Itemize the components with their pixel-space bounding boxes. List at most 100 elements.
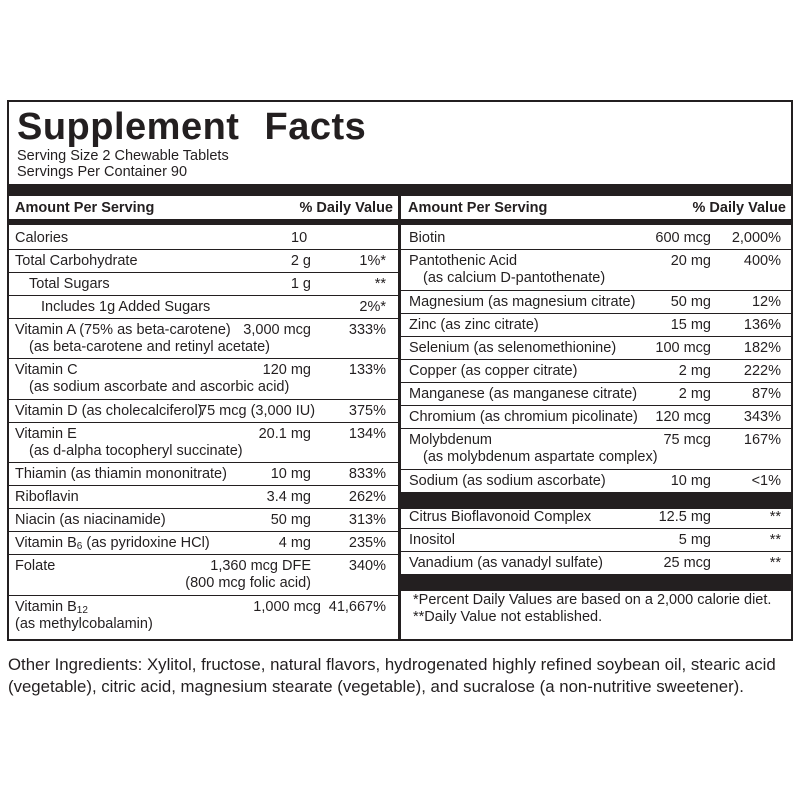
nutrient-dv: ** [769,509,781,525]
row-divider [9,531,398,532]
nutrient-amount: 25 mcg [663,555,711,571]
row-divider [9,358,398,359]
row-divider [9,462,398,463]
nutrient-dv: 262% [348,489,386,505]
nutrient-amount: 2 g [290,253,311,269]
nutrient-dv: 313% [348,512,386,528]
nutrient-source: (as methylcobalamin) [15,616,153,632]
section-bar [401,492,791,509]
nutrient-name: Vitamin D (as cholecalciferol) [15,403,203,419]
nutrient-amount: 10 mg [270,466,311,482]
nutrient-amount: 600 mcg [655,230,711,246]
top-bar [9,184,791,196]
nutrient-name: Includes 1g Added Sugars [41,299,211,315]
nutrient-name: Calories [15,230,69,246]
nutrient-name: Molybdenum [409,432,493,448]
nutrient-amount: 1,360 mcg DFE [210,558,311,574]
right-dv-header: % Daily Value [692,200,787,216]
row-divider [9,295,398,296]
right-header-rule [401,219,791,225]
nutrient-name: Chromium (as chromium picolinate) [409,409,638,425]
nutrient-amount: 2 mg [678,363,711,379]
nutrient-amount: 1 g [290,276,311,292]
nutrient-source: (as beta-carotene and retinyl acetate) [29,339,270,355]
nutrient-name: Folate [15,558,56,574]
nutrient-name: Vitamin C [15,362,78,378]
nutrient-dv: <1% [751,473,781,489]
row-divider [9,508,398,509]
nutrient-amount: 2 mg [678,386,711,402]
row-divider [401,290,791,291]
row-divider [9,422,398,423]
nutrient-name: Pantothenic Acid [409,253,518,269]
nutrient-amount: 120 mcg [655,409,711,425]
nutrient-name: Citrus Bioflavonoid Complex [409,509,592,525]
nutrient-source: (as d-alpha tocopheryl succinate) [29,443,243,459]
nutrient-dv: 2,000% [731,230,781,246]
right-amount-header: Amount Per Serving [408,200,548,216]
nutrient-dv: 340% [348,558,386,574]
nutrient-amount-detail: (800 mcg folic acid) [185,575,311,591]
nutrient-amount: 5 mg [678,532,711,548]
nutrient-amount: 20.1 mg [258,426,311,442]
nutrient-source: (as calcium D-pantothenate) [423,270,606,286]
row-divider [401,405,791,406]
servings-per-container: Servings Per Container 90 [17,164,188,180]
nutrient-name: Vitamin B12 [15,599,88,616]
nutrient-amount: 75 mcg (3,000 IU) [199,403,316,419]
nutrient-amount: 10 mg [670,473,711,489]
row-divider [401,249,791,250]
nutrient-name: Vanadium (as vanadyl sulfate) [409,555,603,571]
row-divider [401,528,791,529]
nutrient-name: Total Carbohydrate [15,253,138,269]
nutrient-dv: 41,667% [328,599,386,615]
nutrient-amount: 15 mg [670,317,711,333]
nutrient-amount: 10 [291,230,308,246]
row-divider [9,485,398,486]
row-divider [401,551,791,552]
nutrient-dv: ** [769,555,781,571]
nutrient-dv: 133% [348,362,386,378]
nutrient-dv: 375% [348,403,386,419]
row-divider [401,336,791,337]
nutrient-dv: 182% [743,340,781,356]
nutrient-name: Vitamin B6 (as pyridoxine HCl) [15,535,210,552]
nutrient-dv: 2%* [359,299,386,315]
nutrient-name: Inositol [409,532,455,548]
nutrient-name: Riboflavin [15,489,79,505]
nutrient-dv: 12% [751,294,781,310]
nutrient-amount: 3.4 mg [266,489,311,505]
nutrient-source: (as sodium ascorbate and ascorbic acid) [29,379,290,395]
nutrient-amount: 1,000 mcg [253,599,321,615]
row-divider [9,595,398,596]
nutrient-name: Total Sugars [29,276,110,292]
row-divider [401,382,791,383]
serving-size: Serving Size 2 Chewable Tablets [17,148,229,164]
row-divider [9,249,398,250]
nutrient-name: Vitamin E [15,426,77,442]
nutrient-amount: 75 mcg [663,432,711,448]
nutrient-amount: 120 mg [262,362,311,378]
nutrient-source: (as molybdenum aspartate complex) [423,449,658,465]
nutrient-dv: 833% [348,466,386,482]
nutrient-dv: 136% [743,317,781,333]
nutrient-dv: 333% [348,322,386,338]
nutrient-dv: 134% [348,426,386,442]
row-divider [401,469,791,470]
nutrient-dv: ** [374,276,386,292]
nutrient-amount: 20 mg [670,253,711,269]
nutrient-name: Copper (as copper citrate) [409,363,578,379]
row-divider [9,554,398,555]
nutrient-amount: 12.5 mg [658,509,711,525]
nutrient-name: Manganese (as manganese citrate) [409,386,638,402]
nutrient-name: Vitamin A (75% as beta-carotene) [15,322,231,338]
section-bar [401,574,791,591]
row-divider [9,318,398,319]
row-divider [401,313,791,314]
row-divider [9,272,398,273]
nutrient-name: Thiamin (as thiamin mononitrate) [15,466,227,482]
nutrient-dv: 400% [743,253,781,269]
nutrient-amount: 4 mg [278,535,311,551]
column-divider [398,196,401,639]
nutrient-dv: 343% [743,409,781,425]
